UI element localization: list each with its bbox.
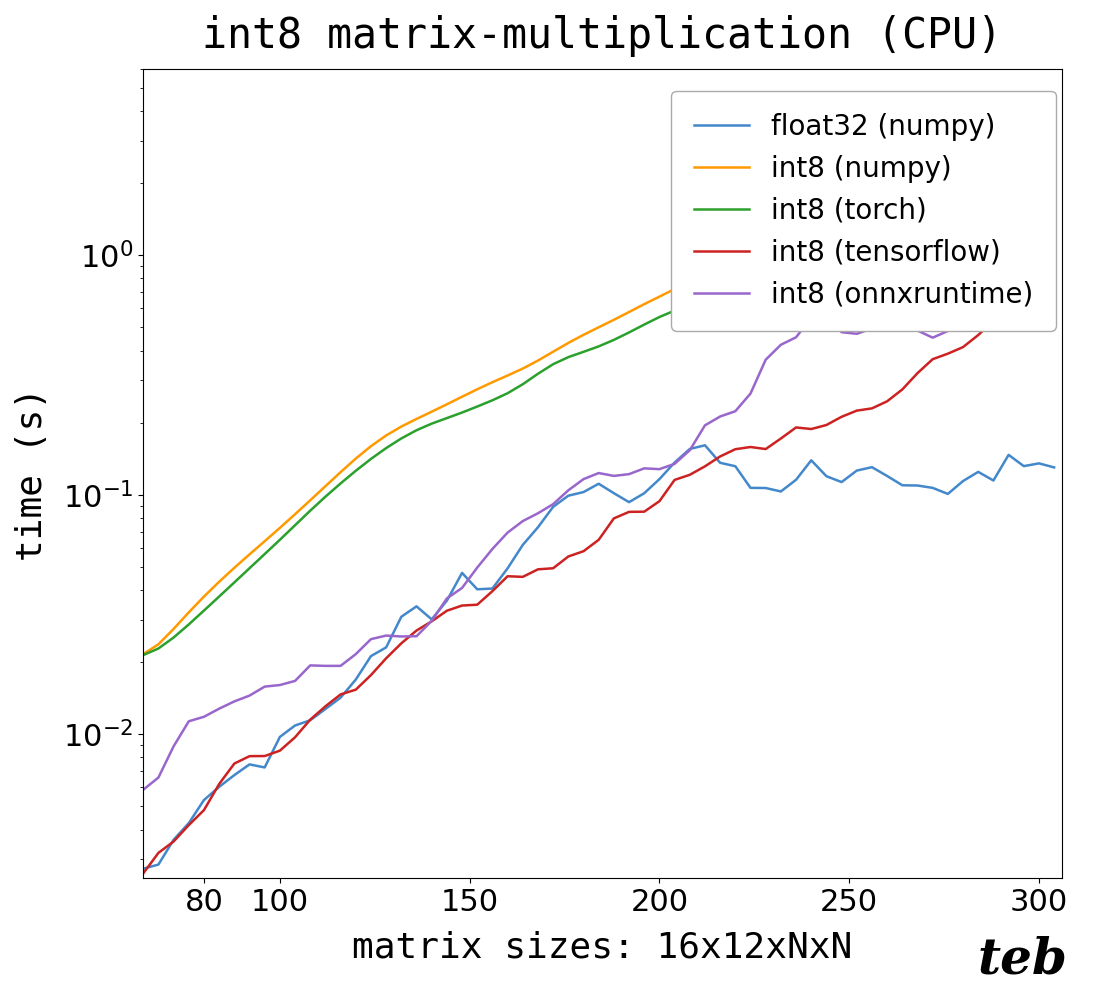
- int8 (numpy): [349, 453, 362, 465]
- int8 (onnxruntime): [1047, 279, 1060, 291]
- Y-axis label: time (s): time (s): [15, 387, 50, 561]
- int8 (onnxruntime): [136, 784, 150, 796]
- Title: int8 matrix-multiplication (CPU): int8 matrix-multiplication (CPU): [202, 15, 1002, 57]
- Line: int8 (tensorflow): int8 (tensorflow): [143, 321, 1054, 873]
- int8 (torch): [319, 491, 332, 503]
- int8 (onnxruntime): [926, 332, 939, 344]
- int8 (tensorflow): [987, 315, 1000, 327]
- Line: int8 (onnxruntime): int8 (onnxruntime): [143, 285, 1054, 790]
- float32 (numpy): [942, 488, 955, 500]
- int8 (numpy): [926, 181, 939, 193]
- int8 (tensorflow): [1047, 321, 1060, 333]
- int8 (tensorflow): [349, 684, 362, 696]
- int8 (numpy): [455, 391, 469, 403]
- Line: int8 (torch): int8 (torch): [143, 169, 1054, 655]
- int8 (tensorflow): [623, 506, 636, 518]
- int8 (tensorflow): [683, 469, 696, 481]
- float32 (numpy): [1047, 461, 1060, 473]
- int8 (onnxruntime): [623, 468, 636, 480]
- float32 (numpy): [455, 567, 469, 579]
- Text: teb: teb: [978, 936, 1068, 984]
- float32 (numpy): [683, 443, 696, 455]
- int8 (numpy): [136, 648, 150, 660]
- int8 (onnxruntime): [349, 648, 362, 660]
- int8 (torch): [623, 326, 636, 338]
- int8 (tensorflow): [455, 600, 469, 612]
- int8 (numpy): [1047, 154, 1060, 166]
- int8 (torch): [683, 299, 696, 311]
- int8 (torch): [926, 196, 939, 208]
- float32 (numpy): [136, 863, 150, 875]
- float32 (numpy): [698, 439, 712, 451]
- float32 (numpy): [319, 703, 332, 715]
- int8 (torch): [1047, 163, 1060, 175]
- int8 (onnxruntime): [455, 582, 469, 594]
- float32 (numpy): [623, 496, 636, 508]
- int8 (numpy): [319, 480, 332, 492]
- int8 (torch): [136, 649, 150, 661]
- int8 (torch): [349, 465, 362, 477]
- int8 (tensorflow): [319, 700, 332, 712]
- int8 (numpy): [623, 306, 636, 318]
- int8 (torch): [455, 407, 469, 419]
- float32 (numpy): [349, 674, 362, 686]
- int8 (onnxruntime): [683, 444, 696, 456]
- X-axis label: matrix sizes: 16x12xNxN: matrix sizes: 16x12xNxN: [352, 931, 852, 965]
- int8 (onnxruntime): [319, 660, 332, 672]
- Line: float32 (numpy): float32 (numpy): [143, 445, 1054, 869]
- Legend: float32 (numpy), int8 (numpy), int8 (torch), int8 (tensorflow), int8 (onnxruntim: float32 (numpy), int8 (numpy), int8 (tor…: [671, 91, 1056, 331]
- int8 (numpy): [683, 275, 696, 287]
- Line: int8 (numpy): int8 (numpy): [143, 160, 1054, 654]
- int8 (tensorflow): [926, 353, 939, 365]
- int8 (tensorflow): [136, 867, 150, 879]
